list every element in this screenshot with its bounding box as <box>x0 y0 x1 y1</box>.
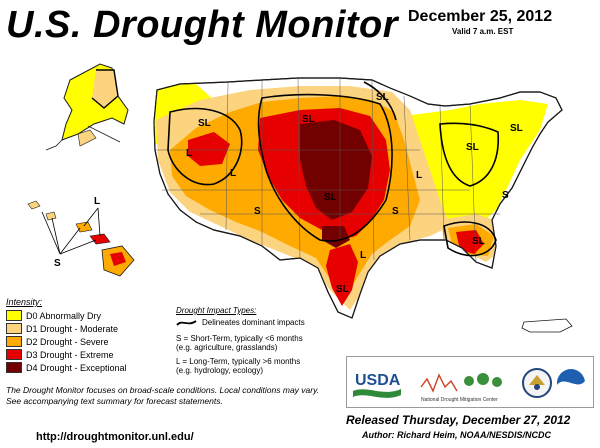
d3-georgia <box>456 230 484 254</box>
noaa-logo <box>557 369 585 398</box>
author-credit: Author: Richard Heim, NOAA/NESDIS/NCDC <box>362 430 552 440</box>
legend-label-d1: D1 Drought - Moderate <box>26 323 119 334</box>
logos-graphic: USDA National Drought Mitigation Center <box>353 368 585 403</box>
legend-swatch-d0 <box>6 310 22 321</box>
legend-item-d3: D3 Drought - Extreme <box>6 349 114 360</box>
website-link[interactable]: http://droughtmonitor.unl.edu/ <box>36 431 194 443</box>
legend-label-d2: D2 Drought - Severe <box>26 336 109 347</box>
legend-label-d0: D0 Abnormally Dry <box>26 310 102 321</box>
label-sl-georgia: SL <box>472 236 485 247</box>
impact-short-term: S = Short-Term, typically <6 months <box>176 334 303 343</box>
agency-logos: USDA National Drought Mitigation Center <box>346 356 594 408</box>
impact-boundary-symbol <box>176 320 197 326</box>
puerto-rico <box>521 318 573 333</box>
legend-title: Intensity: <box>6 297 43 307</box>
disclaimer-note: The Drought Monitor focuses on broad-sca… <box>6 385 320 406</box>
legend-item-d1: D1 Drought - Moderate <box>6 323 118 334</box>
d4-core <box>300 120 372 220</box>
doc-seal <box>522 368 552 398</box>
valid-time: Valid 7 a.m. EST <box>452 27 514 36</box>
ndmc-logo: National Drought Mitigation Center <box>420 373 502 403</box>
usda-logo: USDA <box>353 372 401 398</box>
label-l-hawaii: L <box>94 196 100 207</box>
svg-text:USDA: USDA <box>355 372 401 389</box>
label-l-utah: L <box>230 168 236 179</box>
impact-short-term-example: (e.g. agriculture, grasslands) <box>176 343 278 352</box>
label-l-midwest: L <box>416 170 422 181</box>
map-date: December 25, 2012 <box>408 8 553 25</box>
legend-label-d3: D3 Drought - Extreme <box>26 349 114 360</box>
legend-swatch-d1 <box>6 323 22 334</box>
alaska <box>45 63 129 151</box>
legend-item-d2: D2 Drought - Severe <box>6 336 109 347</box>
impact-legend-title: Drought Impact Types: <box>176 306 257 315</box>
legend-item-d0: D0 Abnormally Dry <box>6 310 101 321</box>
svg-text:National Drought Mitigation Ce: National Drought Mitigation Center <box>421 397 498 403</box>
map-impact-labels: SL SL SL SL SL SL SL SL L L L L S S S <box>186 92 523 295</box>
hawaii: S L <box>27 196 135 277</box>
label-sl-texas: SL <box>336 284 349 295</box>
label-l-west: L <box>186 148 192 159</box>
d3-west <box>188 132 230 166</box>
legend-swatch-d2 <box>6 336 22 347</box>
label-sl-central: SL <box>324 192 337 203</box>
legend-item-d4: D4 Drought - Exceptional <box>6 362 127 373</box>
d3-texas <box>326 244 358 306</box>
label-sl-west: SL <box>198 118 211 129</box>
d4-south <box>322 226 350 248</box>
label-sl-north: SL <box>302 114 315 125</box>
conus-outline <box>153 77 563 319</box>
legend-swatch-d4 <box>6 362 22 373</box>
label-s-arkansas: S <box>392 206 399 217</box>
label-s-southwest: S <box>254 206 261 217</box>
legend-swatch-d3 <box>6 349 22 360</box>
label-s-hawaii: S <box>54 258 61 269</box>
label-l-south: L <box>360 250 366 261</box>
legend-label-d4: D4 Drought - Exceptional <box>26 362 127 373</box>
label-sl-east: SL <box>466 142 479 153</box>
label-s-carolina: S <box>502 190 509 201</box>
impact-long-term: L = Long-Term, typically >6 months <box>176 357 301 366</box>
impact-boundary-label: Delineates dominant impacts <box>202 318 305 327</box>
release-date: Released Thursday, December 27, 2012 <box>346 413 571 427</box>
drought-map: SL SL SL SL SL SL SL SL L L L L S S S <box>27 63 573 333</box>
label-sl-northeast: SL <box>376 92 389 103</box>
label-sl-maine: SL <box>510 123 523 134</box>
page-title: U.S. Drought Monitor <box>6 4 399 46</box>
impact-long-term-example: (e.g. hydrology, ecology) <box>176 366 264 375</box>
